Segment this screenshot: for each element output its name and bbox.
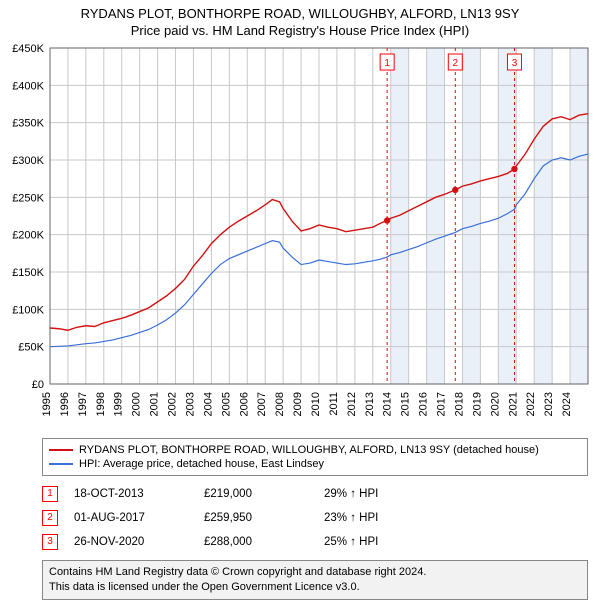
x-tick-label: 2001: [149, 392, 161, 416]
x-tick-label: 2007: [256, 392, 268, 416]
chart-title-line2: Price paid vs. HM Land Registry's House …: [0, 21, 600, 42]
footer-line-1: Contains HM Land Registry data © Crown c…: [49, 565, 581, 580]
event-row: 2 01-AUG-2017£259,95023% ↑ HPI: [42, 506, 588, 530]
shaded-band: [570, 48, 588, 384]
y-tick-label: £250K: [12, 192, 44, 204]
x-tick-label: 2009: [292, 392, 304, 416]
event-delta: 25% ↑ HPI: [324, 536, 378, 548]
footer-line-2: This data is licensed under the Open Gov…: [49, 580, 581, 595]
x-tick-label: 1996: [59, 392, 71, 416]
y-tick-label: £350K: [12, 118, 44, 130]
event-date: 26-NOV-2020: [74, 536, 204, 548]
x-tick-label: 1997: [77, 392, 89, 416]
x-tick-label: 1999: [113, 392, 125, 416]
legend-swatch: [49, 449, 73, 451]
x-tick-label: 2002: [167, 392, 179, 416]
chart-title-line1: RYDANS PLOT, BONTHORPE ROAD, WILLOUGHBY,…: [0, 0, 600, 21]
attribution-footer: Contains HM Land Registry data © Crown c…: [42, 560, 588, 600]
x-tick-label: 2020: [489, 392, 501, 416]
x-tick-label: 2021: [507, 392, 519, 416]
event-price: £288,000: [204, 536, 324, 548]
x-tick-label: 2005: [220, 392, 232, 416]
y-tick-label: £150K: [12, 267, 44, 279]
x-tick-label: 2014: [382, 392, 394, 416]
x-tick-label: 2010: [310, 392, 322, 416]
event-price: £259,950: [204, 512, 324, 524]
x-tick-label: 2008: [274, 392, 286, 416]
y-tick-label: £400K: [12, 80, 44, 92]
x-tick-label: 2000: [131, 392, 143, 416]
legend: RYDANS PLOT, BONTHORPE ROAD, WILLOUGHBY,…: [42, 438, 588, 476]
x-tick-label: 2022: [525, 392, 537, 416]
shaded-band: [534, 48, 552, 384]
y-tick-label: £0: [32, 379, 44, 391]
event-marker: 3: [42, 534, 58, 550]
legend-swatch: [49, 463, 73, 465]
event-marker: 2: [42, 510, 58, 526]
legend-item: HPI: Average price, detached house, East…: [49, 457, 581, 471]
x-tick-label: 2024: [561, 392, 573, 416]
event-date: 01-AUG-2017: [74, 512, 204, 524]
legend-label: RYDANS PLOT, BONTHORPE ROAD, WILLOUGHBY,…: [79, 444, 539, 456]
x-tick-label: 2004: [202, 392, 214, 416]
x-tick-label: 2003: [184, 392, 196, 416]
event-callout-label: 2: [453, 58, 459, 69]
shaded-band: [462, 48, 480, 384]
x-tick-label: 2006: [238, 392, 250, 416]
x-tick-label: 2015: [400, 392, 412, 416]
event-row: 1 18-OCT-2013£219,00029% ↑ HPI: [42, 482, 588, 506]
line-chart: £0 £50K £100K £150K £200K £250K £300K £350K £400…: [0, 42, 600, 432]
event-callout-label: 3: [512, 58, 518, 69]
event-date: 18-OCT-2013: [74, 488, 204, 500]
event-delta: 23% ↑ HPI: [324, 512, 378, 524]
shaded-band: [498, 48, 516, 384]
x-tick-label: 1998: [95, 392, 107, 416]
x-tick-label: 2016: [418, 392, 430, 416]
event-delta: 29% ↑ HPI: [324, 488, 378, 500]
events-table: 1 18-OCT-2013£219,00029% ↑ HPI 2 01-AUG-201…: [42, 482, 588, 554]
y-tick-label: £200K: [12, 230, 44, 242]
chart-area: £0 £50K £100K £150K £200K £250K £300K £350K £400…: [0, 42, 600, 432]
x-tick-label: 2019: [471, 392, 483, 416]
y-tick-label: £450K: [12, 43, 44, 55]
y-tick-label: £100K: [12, 304, 44, 316]
shaded-band: [391, 48, 409, 384]
legend-item: RYDANS PLOT, BONTHORPE ROAD, WILLOUGHBY,…: [49, 443, 581, 457]
event-row: 3 26-NOV-2020£288,00025% ↑ HPI: [42, 530, 588, 554]
x-tick-label: 2018: [453, 392, 465, 416]
y-tick-label: £50K: [18, 342, 44, 354]
y-tick-label: £300K: [12, 155, 44, 167]
event-price: £219,000: [204, 488, 324, 500]
x-tick-label: 2017: [436, 392, 448, 416]
x-tick-label: 2013: [364, 392, 376, 416]
shaded-band: [427, 48, 445, 384]
event-callout-label: 1: [384, 58, 390, 69]
x-tick-label: 2023: [543, 392, 555, 416]
legend-label: HPI: Average price, detached house, East…: [79, 458, 324, 470]
x-tick-label: 1995: [41, 392, 53, 416]
event-marker: 1: [42, 486, 58, 502]
x-tick-label: 2012: [346, 392, 358, 416]
x-tick-label: 2011: [328, 392, 340, 416]
